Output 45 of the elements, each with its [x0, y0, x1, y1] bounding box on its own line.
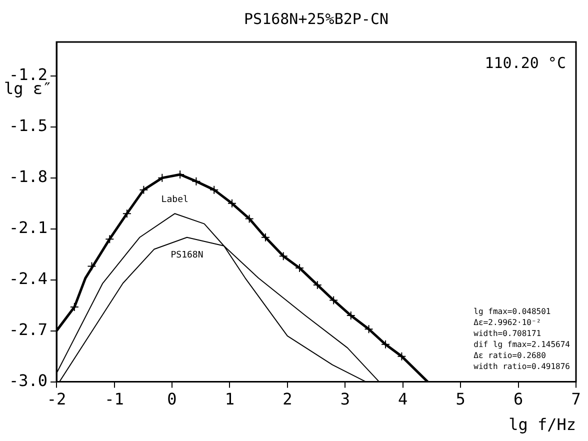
y-tick-label: -2.7 — [9, 320, 48, 339]
y-tick-label: -1.5 — [9, 116, 48, 136]
x-tick-label: 2 — [282, 390, 292, 409]
point — [244, 214, 254, 224]
annotation: lg fmax=0.048501 — [474, 306, 551, 316]
x-tick-label: -1 — [104, 390, 124, 409]
series-label: PS168N — [170, 250, 204, 261]
point — [227, 198, 236, 208]
annotation: Δε ratio=0.2680 — [474, 350, 546, 360]
point — [210, 185, 219, 194]
x-tick-label: -2 — [46, 390, 66, 409]
x-tick-label: 4 — [398, 390, 408, 409]
point — [260, 232, 270, 242]
y-tick-label: -2.1 — [9, 218, 48, 238]
point — [381, 340, 390, 349]
annotation: 110.20 °C — [484, 54, 566, 72]
point — [278, 252, 288, 261]
chart-title: PS168N+25%B2P-CN — [244, 10, 389, 28]
point — [105, 234, 114, 244]
y-tick-label: -1.8 — [9, 167, 48, 186]
annotation: width ratio=0.491876 — [474, 362, 570, 371]
point — [295, 263, 304, 272]
y-tick-label: -3.0 — [9, 370, 48, 390]
x-tick-label: 1 — [224, 390, 235, 409]
y-tick-label: -2.4 — [9, 269, 48, 288]
series-label: Label — [161, 194, 188, 205]
point — [122, 209, 132, 218]
x-axis-title: lg f/Hz — [508, 414, 576, 434]
point — [364, 324, 374, 334]
point — [329, 296, 338, 305]
point — [397, 352, 406, 361]
annotation: Δε=2.9962·10⁻² — [474, 318, 542, 327]
annotation: width=0.708171 — [474, 328, 542, 338]
y-axis-title: lg ε″ — [4, 79, 52, 98]
point — [70, 302, 79, 312]
point — [139, 185, 148, 194]
x-tick-label: 6 — [513, 390, 524, 409]
point — [312, 280, 322, 290]
x-tick-label: 3 — [340, 390, 350, 409]
x-tick-label: 7 — [571, 390, 581, 409]
point — [192, 176, 201, 186]
x-tick-label: 0 — [167, 390, 177, 409]
point — [346, 311, 356, 320]
x-tick-label: 5 — [456, 390, 466, 409]
annotation: dif lg fmax=2.145674 — [474, 340, 570, 349]
